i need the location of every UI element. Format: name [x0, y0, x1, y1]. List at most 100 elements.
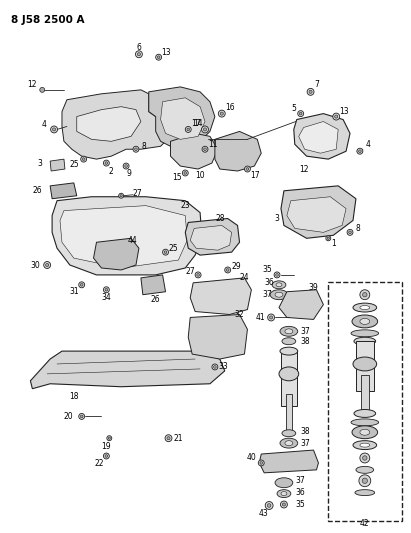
Text: 37: 37 [301, 439, 310, 448]
Ellipse shape [281, 491, 287, 496]
Ellipse shape [272, 281, 286, 289]
Circle shape [136, 51, 142, 58]
Text: 33: 33 [219, 362, 229, 372]
Circle shape [81, 156, 87, 162]
Text: 36: 36 [296, 488, 305, 497]
Polygon shape [77, 107, 141, 141]
Text: 39: 39 [309, 283, 319, 292]
Circle shape [81, 415, 83, 418]
Text: 18: 18 [69, 392, 79, 401]
Circle shape [133, 146, 139, 152]
Circle shape [363, 293, 367, 297]
Circle shape [347, 229, 353, 236]
Text: 44: 44 [128, 236, 138, 245]
Circle shape [335, 115, 338, 118]
Circle shape [204, 148, 206, 150]
Circle shape [165, 435, 172, 442]
Circle shape [82, 158, 85, 160]
Circle shape [156, 54, 162, 60]
Circle shape [137, 53, 141, 56]
Polygon shape [171, 133, 218, 169]
Circle shape [276, 273, 278, 276]
Text: 30: 30 [30, 261, 40, 270]
Circle shape [105, 161, 108, 164]
Circle shape [327, 237, 330, 239]
Circle shape [40, 87, 45, 92]
Polygon shape [215, 132, 261, 171]
Circle shape [274, 272, 280, 278]
Text: 31: 31 [69, 287, 79, 296]
Ellipse shape [280, 347, 298, 355]
Text: 11: 11 [208, 140, 218, 149]
Ellipse shape [360, 443, 370, 447]
Circle shape [214, 366, 216, 368]
Text: 13: 13 [161, 48, 171, 56]
Circle shape [202, 146, 208, 152]
Ellipse shape [352, 315, 378, 328]
Bar [356, 341, 374, 391]
Bar [361, 375, 369, 413]
Text: 16: 16 [225, 103, 235, 112]
Polygon shape [279, 290, 323, 319]
Circle shape [184, 172, 187, 174]
Circle shape [282, 503, 286, 506]
Bar [281, 351, 297, 406]
Text: 4: 4 [365, 140, 370, 149]
Ellipse shape [355, 490, 375, 496]
Ellipse shape [275, 478, 293, 488]
Polygon shape [60, 206, 187, 268]
Ellipse shape [275, 292, 283, 297]
Ellipse shape [285, 329, 293, 334]
Text: 21: 21 [173, 434, 183, 443]
Circle shape [125, 165, 127, 167]
Text: 15: 15 [173, 173, 182, 182]
Circle shape [104, 287, 109, 293]
Circle shape [163, 249, 169, 255]
Ellipse shape [277, 490, 291, 498]
Polygon shape [299, 122, 338, 153]
Circle shape [246, 168, 249, 171]
Ellipse shape [353, 441, 376, 449]
Circle shape [307, 88, 314, 95]
Text: 23: 23 [180, 201, 190, 210]
Circle shape [225, 267, 231, 273]
Text: 42: 42 [360, 519, 369, 528]
Circle shape [119, 193, 124, 198]
Ellipse shape [282, 430, 296, 437]
Circle shape [363, 456, 367, 460]
Ellipse shape [280, 438, 298, 448]
Circle shape [267, 504, 271, 507]
Text: 13: 13 [339, 107, 349, 116]
Circle shape [104, 453, 109, 459]
Text: 27: 27 [133, 189, 143, 198]
Text: 38: 38 [301, 427, 310, 436]
Text: 3: 3 [275, 214, 279, 223]
Polygon shape [281, 186, 356, 238]
Text: 34: 34 [102, 293, 111, 302]
Bar [328, 282, 402, 521]
Text: 5: 5 [291, 104, 296, 113]
Ellipse shape [351, 419, 379, 426]
Ellipse shape [279, 367, 299, 381]
Circle shape [212, 364, 218, 370]
Circle shape [157, 56, 160, 59]
Circle shape [260, 462, 263, 464]
Text: 43: 43 [259, 509, 268, 518]
Polygon shape [190, 278, 252, 314]
Circle shape [309, 90, 312, 93]
Ellipse shape [351, 330, 379, 337]
Text: 37: 37 [296, 477, 305, 485]
Text: 40: 40 [247, 454, 256, 463]
Text: 37: 37 [301, 327, 310, 336]
Text: 25: 25 [70, 159, 80, 168]
Polygon shape [149, 87, 215, 146]
Ellipse shape [360, 318, 370, 325]
Polygon shape [94, 238, 139, 270]
Ellipse shape [353, 357, 376, 371]
Ellipse shape [285, 441, 293, 446]
Circle shape [120, 195, 122, 197]
Ellipse shape [282, 338, 296, 345]
Circle shape [360, 290, 370, 300]
Circle shape [46, 263, 49, 266]
Text: 14: 14 [193, 119, 203, 128]
